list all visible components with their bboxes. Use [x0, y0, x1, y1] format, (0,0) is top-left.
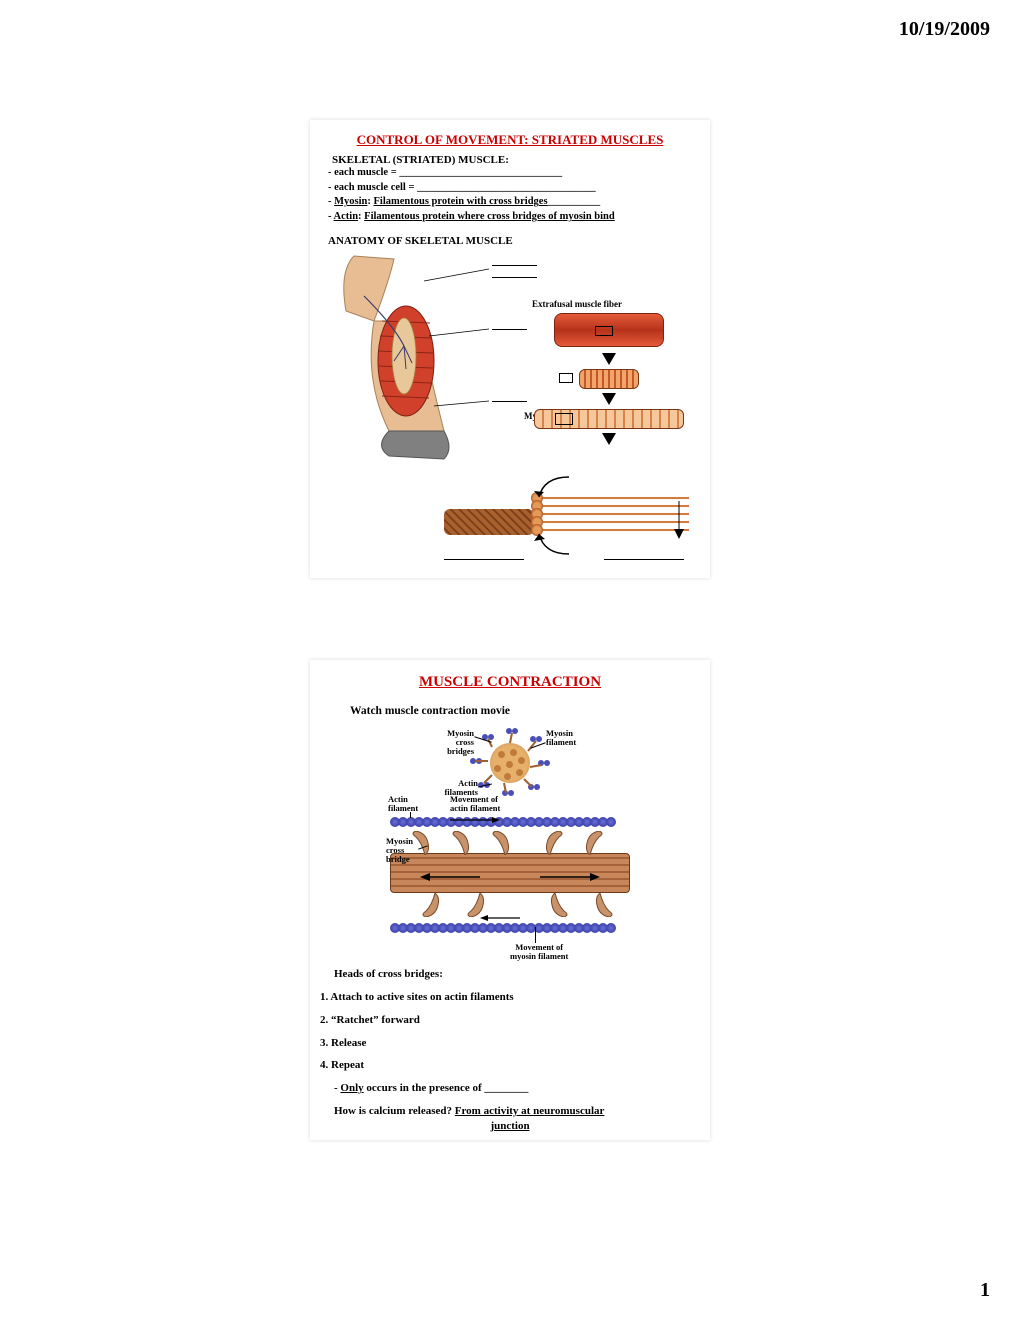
- heads-title: Heads of cross bridges:: [334, 967, 686, 982]
- b3-u1: Myosin: [334, 196, 367, 207]
- label-myosin-cross-bridges: Myosin cross bridges: [430, 729, 474, 756]
- heads-step-1: 1. Attach to active sites on actin filam…: [320, 990, 686, 1005]
- fiber-hierarchy: Extrafusal muscle fiber Myofibril: [524, 303, 694, 449]
- blank-1b: [492, 277, 537, 278]
- myosin-head: [540, 893, 570, 917]
- myosin-head: [490, 831, 520, 855]
- curve-arrow-top: [534, 475, 574, 505]
- thin-arrow-icon: [670, 501, 688, 541]
- anatomy-diagram: Extrafusal muscle fiber Myofibril: [324, 251, 696, 571]
- slide-1: CONTROL OF MOVEMENT: STRIATED MUSCLES SK…: [310, 120, 710, 578]
- b1-blank: _______________________________: [399, 167, 562, 178]
- label-actin-filament: Actin filament: [388, 795, 418, 813]
- slide1-subtitle: SKELETAL (STRIATED) MUSCLE:: [332, 154, 710, 166]
- blank-thick: [444, 559, 524, 560]
- zoom-box-1: [559, 373, 573, 383]
- fiber-bundle: [579, 369, 639, 389]
- page-number: 1: [980, 1279, 990, 1302]
- thick-filament: [444, 509, 534, 535]
- b2-blank: __________________________________: [417, 182, 596, 193]
- arrow-down-1: [602, 353, 616, 365]
- b4-u2: Filamentous protein where cross bridges …: [364, 211, 615, 222]
- myosin-head: [585, 893, 615, 917]
- myosin-head: [410, 831, 440, 855]
- label-myosin-cross-bridge: Myosin cross bridge: [386, 837, 413, 864]
- arrow-down-3: [602, 433, 616, 445]
- heads-step-4: 4. Repeat: [320, 1058, 686, 1073]
- arrow-myosin-left-icon: [480, 909, 520, 927]
- slide2-title: MUSCLE CONTRACTION: [310, 674, 710, 691]
- arrow-down-2: [602, 393, 616, 405]
- bullet-each-muscle: - each muscle = ________________________…: [328, 166, 710, 181]
- bullet-each-muscle-cell: - each muscle cell = ___________________…: [328, 181, 710, 196]
- curve-arrow-bottom: [534, 529, 574, 559]
- b4-u1: Actin: [334, 211, 359, 222]
- blank-thin: [604, 559, 684, 560]
- label-movement-myosin: Movement of myosin filament: [510, 943, 568, 961]
- blank-2: [492, 329, 527, 330]
- only-post: occurs in the presence of ________: [364, 1082, 529, 1094]
- label-extrafusal: Extrafusal muscle fiber: [532, 299, 622, 309]
- only-line: - Only occurs in the presence of _______…: [334, 1081, 686, 1096]
- b3-u2: Filamentous protein with cross bridges: [374, 196, 548, 207]
- myosin-head: [450, 831, 480, 855]
- calc-u1: From activity at neuromuscular: [455, 1105, 605, 1117]
- heads-step-3: 3. Release: [320, 1036, 686, 1051]
- anatomy-title: ANATOMY OF SKELETAL MUSCLE: [328, 235, 710, 247]
- bullet-myosin: - Myosin: Filamentous protein with cross…: [328, 195, 710, 210]
- blank-3: [492, 401, 527, 402]
- label-myosin-filament: Myosin filament: [546, 729, 576, 747]
- leg-illustration: [334, 251, 489, 471]
- longitudinal-diagram: Actin filament Movement of actin filamen…: [390, 809, 630, 959]
- b2-text: - each muscle cell =: [328, 182, 417, 193]
- myosin-head: [535, 831, 565, 855]
- arrow-actin-right-icon: [450, 811, 500, 829]
- bullet-actin: - Actin: Filamentous protein where cross…: [328, 210, 710, 225]
- heads-step-2: 2. “Ratchet” forward: [320, 1013, 686, 1028]
- blank-1a: [492, 265, 537, 266]
- myosin-head: [420, 893, 450, 917]
- only-u: Only: [340, 1082, 363, 1094]
- page-date: 10/19/2009: [899, 18, 990, 41]
- filaments-diagram: [434, 481, 694, 571]
- b1-text: - each muscle =: [328, 167, 399, 178]
- calc-q: How is calcium released?: [334, 1105, 455, 1117]
- arrow-right-icon: [540, 869, 600, 887]
- actin-row-top: [390, 815, 630, 829]
- myosin-head: [575, 831, 605, 855]
- arrow-left-icon: [420, 869, 480, 887]
- slide1-title: CONTROL OF MOVEMENT: STRIATED MUSCLES: [310, 132, 710, 148]
- b3-blank: __________: [548, 196, 601, 207]
- cross-section-diagram: Myosin cross bridges Myosin filament Act…: [440, 725, 580, 801]
- slide-2: MUSCLE CONTRACTION Watch muscle contract…: [310, 660, 710, 1140]
- calcium-line: How is calcium released? From activity a…: [334, 1104, 686, 1119]
- myofibril: [534, 409, 684, 429]
- watch-movie: Watch muscle contraction movie: [350, 705, 710, 717]
- fiber-extrafusal: [554, 313, 664, 347]
- calcium-line-2: junction: [334, 1119, 686, 1134]
- calc-u2: junction: [490, 1120, 529, 1132]
